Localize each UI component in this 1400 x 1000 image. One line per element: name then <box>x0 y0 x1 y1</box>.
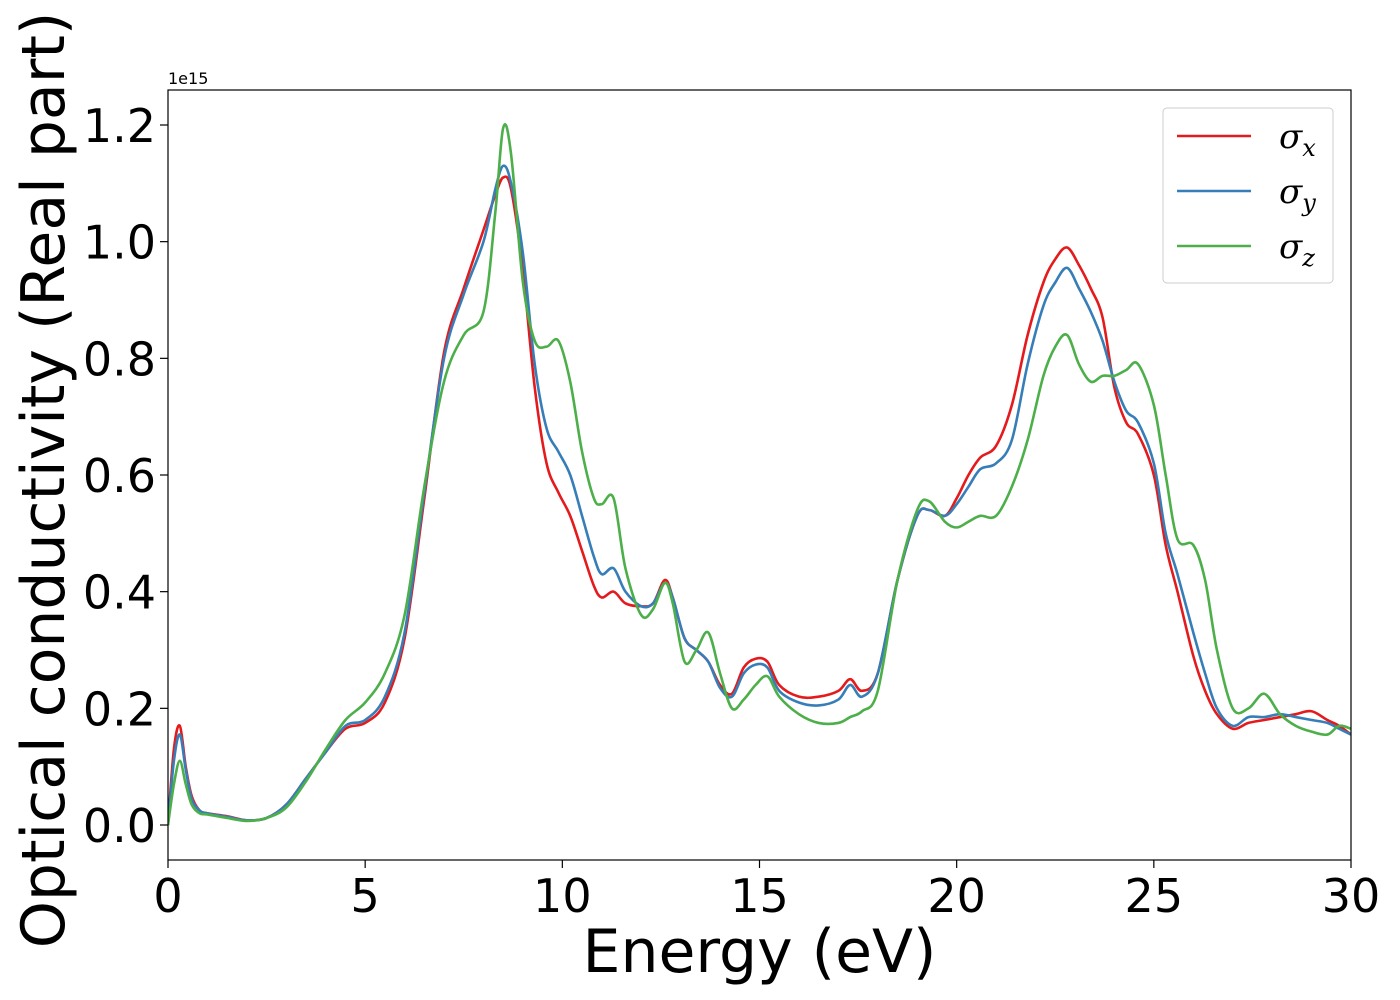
y-tick-label: 0.8 <box>83 332 156 386</box>
ticks-layer: 0 5 10 15 20 25 30 0.0 0.2 0.4 0.6 0.8 1.0 1.2 <box>83 99 1380 923</box>
x-tick-label: 30 <box>1322 869 1381 923</box>
series-layer <box>168 122 1351 826</box>
y-axis-label: Optical conductivity (Real part) <box>9 12 79 949</box>
x-tick-label: 10 <box>533 869 592 923</box>
legend-label-y: σy <box>1279 172 1316 217</box>
series-line-y <box>168 164 1351 826</box>
y-tick-label: 0.4 <box>83 566 156 620</box>
legend: σx σy σz <box>1162 107 1334 284</box>
y-tick-label: 0.0 <box>83 799 156 853</box>
legend-label-z: σz <box>1279 227 1315 272</box>
series-line-z <box>168 122 1351 826</box>
x-tick-label: 0 <box>153 869 182 923</box>
legend-box <box>1162 107 1334 284</box>
x-tick-label: 5 <box>351 869 380 923</box>
y-offset-text: 1e15 <box>168 69 208 88</box>
series-line-x <box>168 175 1351 826</box>
y-tick-label: 1.0 <box>83 216 156 270</box>
y-tick-label: 1.2 <box>83 99 156 153</box>
x-axis-label: Energy (eV) <box>583 917 937 987</box>
legend-items: σx σy σz <box>1177 117 1316 272</box>
x-tick-label: 15 <box>730 869 789 923</box>
legend-label-x: σx <box>1279 117 1316 162</box>
y-tick-label: 0.6 <box>83 449 156 503</box>
x-tick-label: 25 <box>1125 869 1184 923</box>
x-tick-label: 20 <box>927 869 986 923</box>
y-tick-label: 0.2 <box>83 682 156 736</box>
